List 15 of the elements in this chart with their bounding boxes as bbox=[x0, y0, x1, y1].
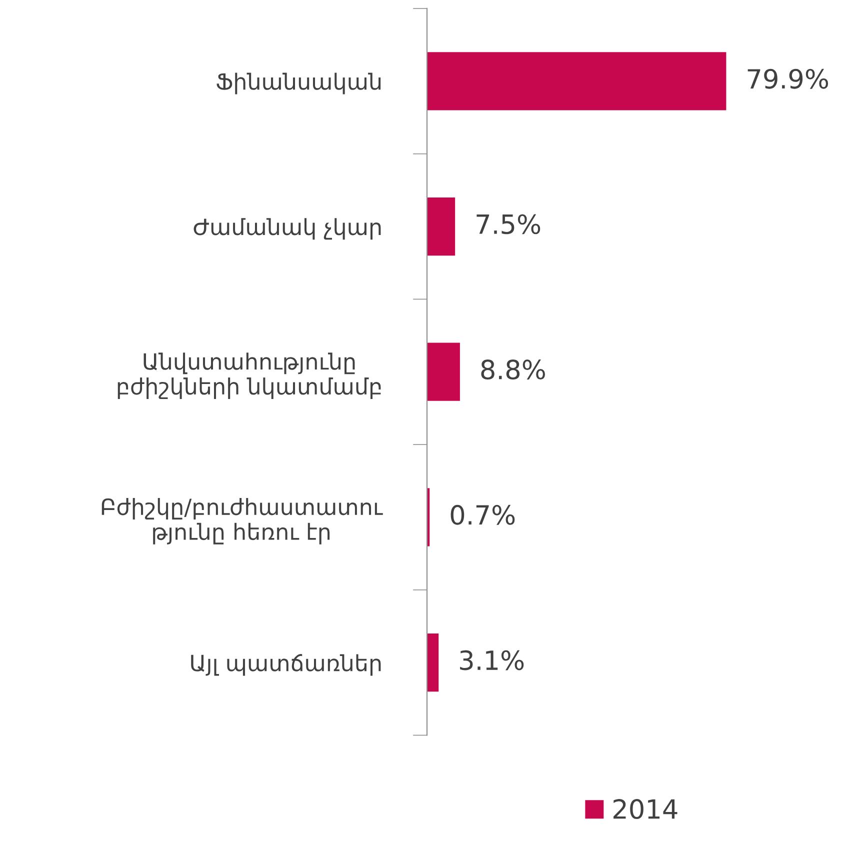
y-tick-label: Անվստահությունը բժիշկների նկատմամբ bbox=[118, 352, 381, 400]
bar bbox=[427, 633, 439, 692]
data-label: 7.5% bbox=[476, 214, 540, 234]
y-tick-label: Ժամանակ չկար bbox=[194, 218, 381, 240]
y-tick-label: Այլ պատճառներ bbox=[191, 654, 381, 676]
y-tick-label: Ֆինանսական bbox=[216, 72, 381, 94]
bar bbox=[427, 197, 456, 256]
data-label: 8.8% bbox=[481, 360, 545, 380]
y-tick-label: Բժիշկը/բուժհաստատու թյունը հեռու էր bbox=[102, 498, 383, 544]
data-label: 3.1% bbox=[460, 650, 524, 670]
legend-label: 2014 bbox=[614, 799, 678, 820]
bar bbox=[427, 52, 726, 110]
data-label: 79.9% bbox=[748, 68, 828, 89]
bar bbox=[427, 342, 460, 401]
data-label: 0.7% bbox=[450, 504, 515, 525]
